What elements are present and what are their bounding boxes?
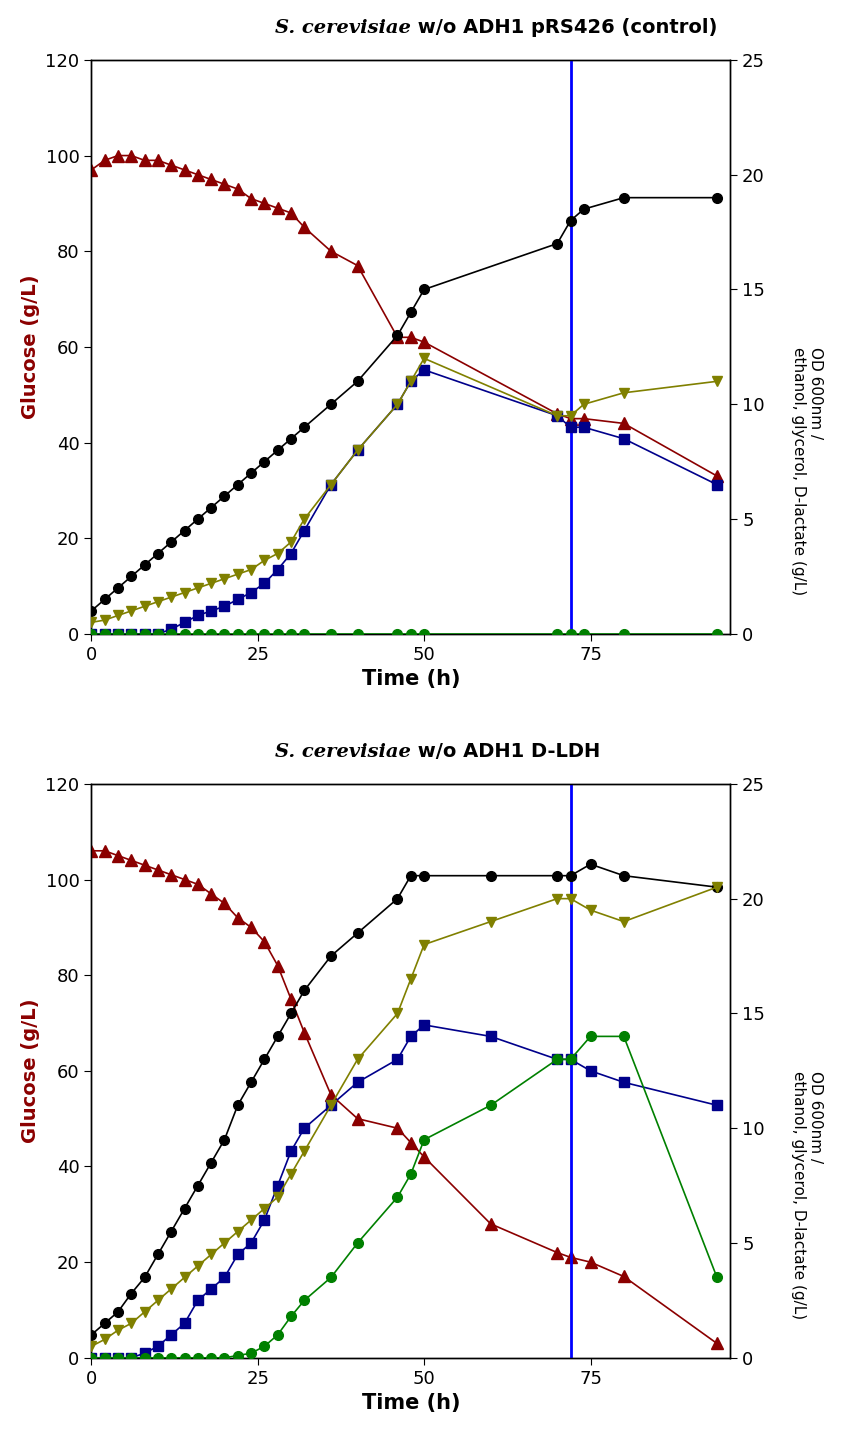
Y-axis label: Glucose (g/L): Glucose (g/L) — [21, 998, 40, 1143]
Text: OD 600nm /
ethanol, glycerol, D-lactate (g/L): OD 600nm / ethanol, glycerol, D-lactate … — [791, 1071, 823, 1319]
Text: OD 600nm /
ethanol, glycerol, D-lactate (g/L): OD 600nm / ethanol, glycerol, D-lactate … — [791, 347, 823, 595]
X-axis label: Time (h): Time (h) — [361, 1394, 460, 1412]
Text: w/o ADH1 D-LDH: w/o ADH1 D-LDH — [411, 741, 600, 761]
X-axis label: Time (h): Time (h) — [361, 670, 460, 690]
Text: S. cerevisiae: S. cerevisiae — [275, 743, 411, 761]
Text: w/o ADH1 pRS426 (control): w/o ADH1 pRS426 (control) — [411, 19, 717, 37]
Y-axis label: Glucose (g/L): Glucose (g/L) — [21, 275, 40, 419]
Text: S. cerevisiae: S. cerevisiae — [275, 19, 411, 37]
